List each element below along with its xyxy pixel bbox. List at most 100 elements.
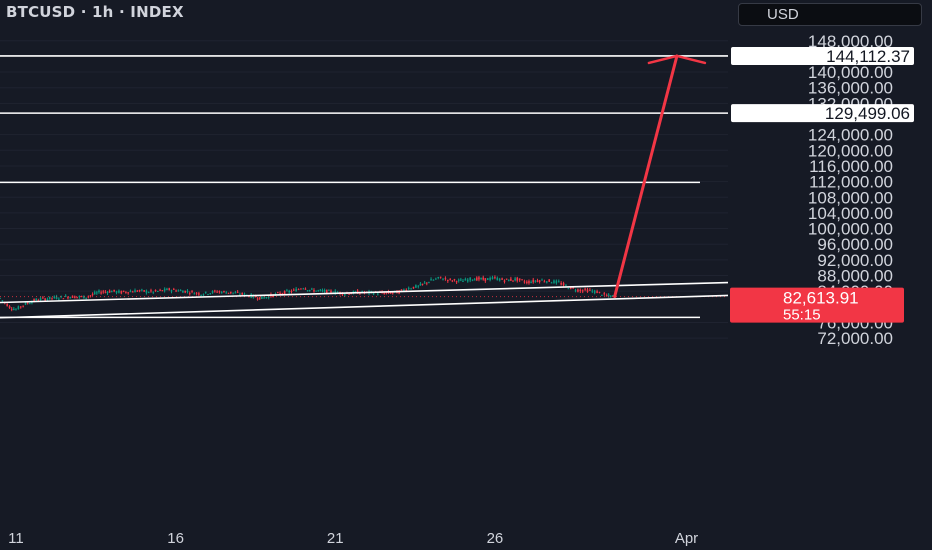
candle-body [44,298,46,301]
candle-body [172,288,175,290]
price-axis[interactable]: 148,000.00140,000.00136,000.00132,000.00… [728,0,932,525]
candle-body [131,291,134,293]
candle-body [550,282,553,284]
candle-body [555,280,558,284]
candle-body [198,293,200,295]
candle-body [405,289,408,291]
price-tick-label: 72,000.00 [817,329,893,348]
level-price-tag[interactable] [731,46,914,65]
price-tick-label: 92,000.00 [817,251,893,270]
candle-body [593,290,596,294]
candle-body [505,278,508,280]
candle-body [439,276,442,278]
candle-body [214,290,216,292]
level-price-label: 144,112.37 [826,47,910,66]
candle-body [510,278,512,281]
candle-body [507,279,510,282]
candle-body [553,280,555,283]
candle-body [193,293,196,295]
drawing-layer[interactable] [0,54,729,319]
candle-body [300,288,302,290]
candle-body [417,285,420,287]
candle-body [184,290,186,293]
price-series [0,275,614,312]
candle-body [33,299,35,302]
candle-body [598,291,601,293]
candle-body [89,295,92,297]
candle-body [191,291,193,293]
candle-body [603,293,606,295]
candle-body [348,293,350,295]
candle-body [39,298,42,300]
candle-body [188,293,191,295]
candle-body [323,289,326,292]
last-price-tag[interactable] [730,287,904,323]
candle-body [565,284,567,286]
candle-body [480,277,482,280]
candle-body [412,286,415,289]
candle-body [543,281,546,283]
candle-body [304,288,307,290]
candle-body [154,289,157,292]
candle-body [536,280,539,282]
candle-body [64,295,67,297]
candle-body [596,291,598,294]
candle-body [607,294,610,296]
candle-body [256,298,259,300]
candle-body [80,296,83,298]
candle-body [442,279,444,281]
candle-body [494,277,496,279]
candle-body [530,281,532,283]
time-axis[interactable]: 11 16 21 26 Apr [0,525,932,550]
currency-button[interactable]: USD [738,3,922,26]
candle-body [60,295,62,297]
price-tick-label: 104,000.00 [808,204,893,223]
candle-body [276,292,279,294]
candle-body [591,290,594,292]
candle-body [545,281,548,283]
candle-body [225,292,228,294]
candle-body [572,287,574,289]
candle-body [223,291,225,293]
price-tick-label: 148,000.00 [808,32,893,51]
candle-body [177,290,180,292]
candle-body [577,289,579,292]
candle-body [186,290,189,292]
candle-body [152,291,155,293]
candle-body [460,279,462,281]
symbol-title[interactable]: BTCUSD · 1h · INDEX [6,3,184,21]
trend-line[interactable] [0,281,729,304]
price-tick-label: 96,000.00 [817,235,893,254]
candle-body [344,294,346,296]
candle-body [24,302,27,305]
candle-body [58,298,60,300]
candle-body [457,279,460,281]
candle-body [98,290,100,293]
candle-body [85,297,88,299]
price-tick-label: 136,000.00 [808,79,893,98]
candle-body [1,300,4,302]
candle-body [209,293,212,295]
countdown-label: 55:15 [783,307,821,324]
candle-body [161,290,164,292]
candle-body [143,290,145,292]
candle-body [432,279,435,281]
level-price-tag[interactable] [731,104,914,123]
projection-arrow[interactable] [613,54,679,299]
candle-body [415,285,417,288]
candle-body [449,278,452,280]
candle-body [297,289,300,291]
trend-line[interactable] [0,294,729,319]
time-tick-label: 11 [8,530,24,547]
candle-body [138,290,141,292]
time-tick-label: 21 [327,530,344,547]
candle-body [15,309,17,311]
candle-body [453,279,456,281]
candle-body [51,297,53,299]
candle-body [325,289,328,294]
candle-body [163,288,166,291]
candle-body [129,291,132,293]
candle-body [421,283,424,285]
candle-body [239,294,241,296]
